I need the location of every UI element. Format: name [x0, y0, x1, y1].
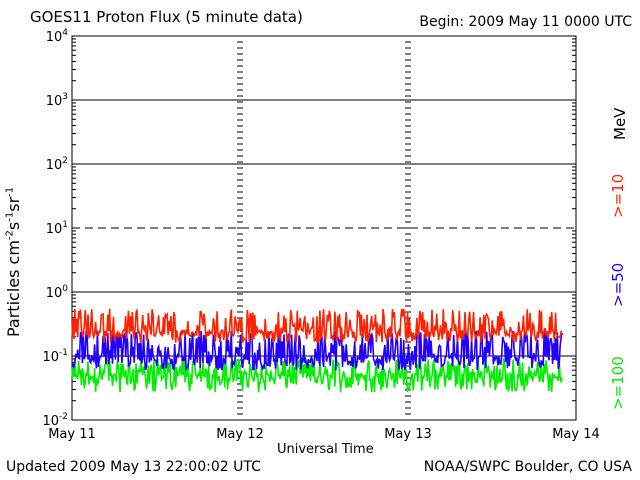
chart-title: GOES11 Proton Flux (5 minute data): [30, 8, 303, 26]
y-tick-label: 103: [46, 92, 68, 109]
y-tick-label: 10-2: [42, 412, 68, 429]
legend-ge100: >=100: [609, 356, 627, 410]
x-axis-label: Universal Time: [277, 442, 374, 457]
y-tick-label: 101: [46, 220, 68, 237]
y-tick-label: 10-1: [42, 348, 68, 365]
y-axis-label: Particles cm-2s-1sr-1: [4, 186, 23, 337]
y-tick-label: 102: [46, 156, 68, 173]
legend-ge50: >=50: [609, 262, 627, 307]
x-tick-label: May 11: [48, 427, 96, 442]
x-tick-label: May 13: [384, 427, 432, 442]
updated-timestamp: Updated 2009 May 13 22:00:02 UTC: [6, 459, 261, 475]
y-tick-label: 100: [46, 284, 69, 301]
series-50mev: [71, 329, 563, 372]
begin-time: Begin: 2009 May 11 0000 UTC: [419, 14, 632, 30]
legend-ge10: >=10: [609, 173, 627, 218]
x-tick-label: May 14: [552, 427, 600, 442]
x-tick-label: May 12: [216, 427, 264, 442]
legend-unit: MeV: [611, 107, 629, 140]
y-tick-label: 104: [46, 28, 69, 45]
series-10mev: [71, 308, 563, 344]
series-100mev: [71, 357, 563, 393]
credit-text: NOAA/SWPC Boulder, CO USA: [423, 459, 632, 475]
